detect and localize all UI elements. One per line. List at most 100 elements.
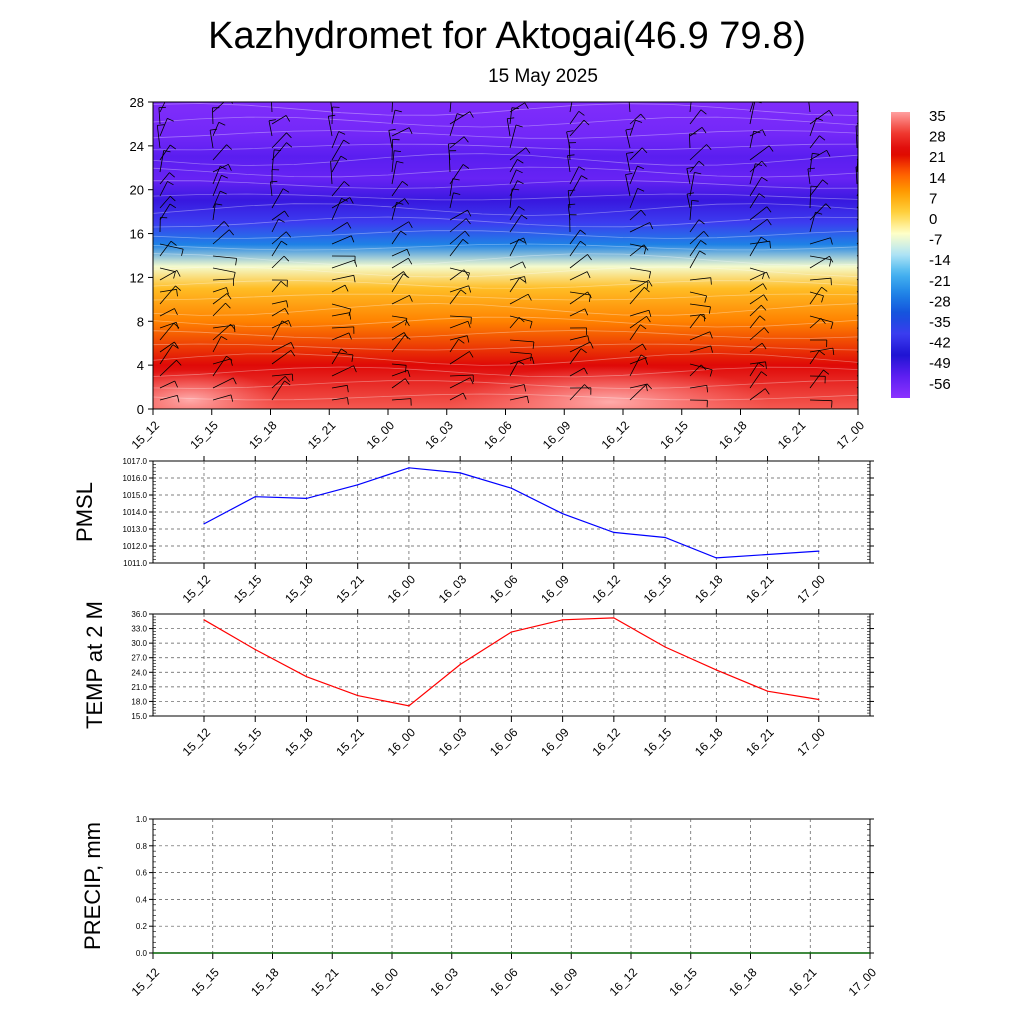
wind-barb-flag xyxy=(821,295,824,303)
wind-barb-flag xyxy=(274,149,282,151)
wind-barb-flag xyxy=(686,192,694,195)
wind-barb-flag xyxy=(221,174,228,179)
wind-barb-flag xyxy=(394,150,402,152)
wind-barb-staff xyxy=(331,348,342,365)
wind-barb-staff xyxy=(629,309,650,317)
temp-x-tick-label: 15_21 xyxy=(333,725,367,759)
pmsl-point xyxy=(613,531,615,534)
wind-barb-staff xyxy=(568,142,571,161)
wind-barb-flag xyxy=(286,142,293,148)
cross-section-y-tick-label: 24 xyxy=(130,139,144,154)
wind-barb-flag xyxy=(290,350,296,357)
wind-barb-staff xyxy=(749,163,756,185)
wind-barb-staff xyxy=(569,291,588,305)
wind-barb-staff xyxy=(509,206,520,221)
pmsl-panel: 1011.0 1012.0 1013.0 1014.0 1015.0 1016.0 1017… xyxy=(72,456,874,606)
wind-barb-staff xyxy=(271,188,284,209)
colorbar-label: 14 xyxy=(929,170,946,187)
pmsl-y-tick-label: 1017.0 xyxy=(123,457,148,466)
pmsl-point xyxy=(510,487,512,489)
pmsl-x-tick-label: 16_15 xyxy=(641,572,675,606)
contour-line xyxy=(153,266,858,278)
wind-barb-flag xyxy=(225,302,231,309)
wind-barb-flag xyxy=(524,276,527,284)
wind-barb-staff xyxy=(391,248,408,257)
temp-point xyxy=(664,646,666,648)
wind-barb-flag xyxy=(268,119,276,122)
wind-barb-staff xyxy=(569,271,588,281)
wind-barb-staff xyxy=(159,344,174,365)
temp-x-tick-label: 16_00 xyxy=(385,725,419,759)
cross-section-x-tick-label: 16_00 xyxy=(364,418,398,452)
wind-barb-flag xyxy=(517,360,525,365)
wind-barb-flag xyxy=(818,350,826,356)
wind-barb-staff xyxy=(271,231,287,245)
wind-barb-flag xyxy=(291,373,294,382)
wind-barb-flag xyxy=(646,383,652,390)
wind-barb-staff xyxy=(509,214,522,233)
wind-barb-staff xyxy=(856,314,858,317)
colorbar: 35 28 21 14 7 0 -7 -14 -21 -28 -35 -42 -49 -56 xyxy=(891,108,951,398)
wind-barb-flag xyxy=(349,312,352,320)
wind-barb-flag xyxy=(640,354,648,359)
wind-barb-staff xyxy=(629,315,647,329)
wind-barb-staff xyxy=(391,334,406,353)
wind-barb-flag xyxy=(340,348,348,353)
pmsl-y-tick-label: 1016.0 xyxy=(123,474,148,483)
wind-barb-flag xyxy=(408,258,413,265)
wind-barb-staff xyxy=(809,186,812,209)
wind-barb-flag xyxy=(467,272,470,280)
wind-barb-flag xyxy=(825,203,831,209)
wind-barb-flag xyxy=(822,179,829,185)
wind-barb-flag xyxy=(868,305,873,310)
temp-x-tick-label: 15_12 xyxy=(180,725,214,759)
wind-barb-flag xyxy=(169,172,175,178)
wind-barb-staff xyxy=(689,363,713,371)
wind-barb-flag xyxy=(761,342,767,350)
wind-barb-flag xyxy=(858,152,865,153)
contour-line xyxy=(153,380,858,389)
wind-barb-staff xyxy=(855,166,858,185)
temp-x-tick-label: 16_03 xyxy=(436,725,470,759)
wind-barb-flag xyxy=(587,254,592,261)
wind-barb-flag xyxy=(523,384,527,392)
wind-barb-staff xyxy=(809,369,824,389)
contour-line xyxy=(153,353,858,366)
wind-barb-flag xyxy=(700,313,707,320)
wind-barb-flag xyxy=(870,208,875,213)
wind-barb-flag xyxy=(867,192,873,196)
wind-barb-flag xyxy=(877,358,879,365)
wind-barb-staff xyxy=(569,341,591,353)
wind-barb-staff xyxy=(569,348,582,365)
precip-x-tick-label: 15_18 xyxy=(248,965,282,999)
wind-barb-flag xyxy=(832,348,835,356)
wind-barb-flag xyxy=(521,214,528,220)
temp-point xyxy=(254,648,256,651)
wind-barb-staff xyxy=(391,230,402,245)
wind-barb-staff xyxy=(569,102,573,113)
wind-barb-staff xyxy=(330,161,333,185)
wind-barb-flag xyxy=(808,92,815,93)
wind-barb-staff xyxy=(159,359,177,377)
wind-barb-staff xyxy=(509,107,513,125)
contour-line xyxy=(153,193,858,201)
wind-barb-staff xyxy=(629,243,647,248)
cross-section-x-tick-label: 16_09 xyxy=(540,418,574,452)
wind-barb-staff xyxy=(569,254,588,269)
wind-barb-staff xyxy=(391,110,396,125)
wind-barb-staff xyxy=(569,335,588,341)
wind-barb-staff xyxy=(856,399,858,401)
wind-barb-staff xyxy=(809,109,830,125)
wind-barb-flag xyxy=(586,271,591,279)
colorbar-label: 28 xyxy=(929,129,946,146)
wind-barb-staff xyxy=(509,395,528,401)
wind-barb-staff xyxy=(509,239,519,257)
wind-barb-staff xyxy=(331,326,354,329)
wind-barb-staff xyxy=(809,347,833,353)
wind-barb-staff xyxy=(391,161,397,185)
wind-barb-staff xyxy=(689,291,707,297)
wind-barb-flag xyxy=(511,107,519,110)
wind-barb-staff xyxy=(449,392,464,401)
wind-barb-staff xyxy=(749,102,754,113)
wind-barb-flag xyxy=(353,275,356,283)
